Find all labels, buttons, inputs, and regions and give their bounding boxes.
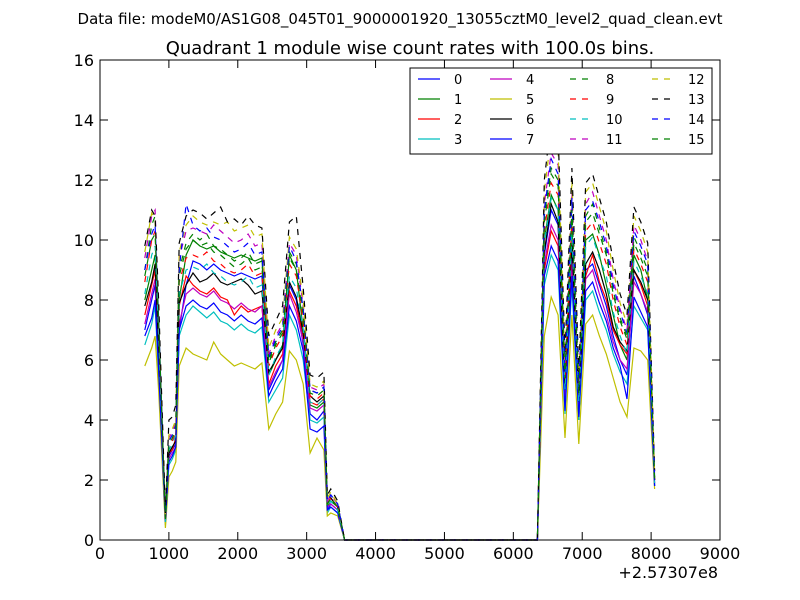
y-tick-label: 16 — [74, 51, 94, 70]
y-tick-label: 10 — [74, 231, 94, 250]
y-tick-label: 4 — [84, 411, 94, 430]
legend-label-2: 2 — [454, 113, 462, 128]
plot-frame-top — [99, 59, 721, 541]
y-tick-label: 0 — [84, 531, 94, 550]
legend-label-5: 5 — [526, 93, 534, 108]
y-tick-label: 8 — [84, 291, 94, 310]
legend-label-7: 7 — [526, 133, 534, 148]
ticks-layer: 0 1000 2000 3000 4000 5000 6000 7000 8000 9000 0 2 4… — [74, 51, 741, 563]
legend-label-8: 8 — [606, 73, 614, 88]
x-tick-label: 9000 — [700, 544, 741, 563]
legend-label-0: 0 — [454, 73, 462, 88]
x-tick-label: 1000 — [149, 544, 190, 563]
x-tick-label: 4000 — [355, 544, 396, 563]
x-tick-label: 6000 — [493, 544, 534, 563]
legend-label-15: 15 — [688, 133, 705, 148]
x-tick-label: 7000 — [562, 544, 603, 563]
legend-label-12: 12 — [688, 73, 705, 88]
chart-title: Quadrant 1 module wise count rates with … — [166, 38, 655, 59]
legend-label-3: 3 — [454, 133, 462, 148]
y-tick-label: 12 — [74, 171, 94, 190]
legend-label-4: 4 — [526, 73, 534, 88]
y-tick-label: 2 — [84, 471, 94, 490]
y-tick-label: 14 — [74, 111, 94, 130]
legend-label-11: 11 — [606, 133, 623, 148]
figure-suptitle: Data file: modeM0/AS1G08_045T01_90000019… — [78, 10, 723, 29]
legend-label-9: 9 — [606, 93, 614, 108]
series-line-9 — [144, 181, 656, 541]
x-offset-label: +2.57307e8 — [618, 563, 718, 582]
x-tick-label: 0 — [95, 544, 105, 563]
legend-label-10: 10 — [606, 113, 623, 128]
series-line-8 — [144, 166, 656, 541]
legend-label-13: 13 — [688, 93, 705, 108]
x-tick-label: 8000 — [631, 544, 672, 563]
legend-label-1: 1 — [454, 93, 462, 108]
x-tick-label: 3000 — [286, 544, 327, 563]
series-line-15 — [144, 172, 656, 541]
x-tick-label: 2000 — [217, 544, 258, 563]
x-tick-label: 5000 — [424, 544, 465, 563]
legend-label-14: 14 — [688, 113, 705, 128]
legend-box — [409, 67, 713, 155]
y-tick-label: 6 — [84, 351, 94, 370]
legend-label-6: 6 — [526, 113, 534, 128]
